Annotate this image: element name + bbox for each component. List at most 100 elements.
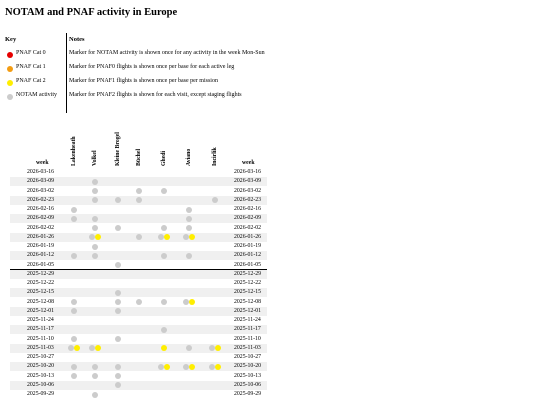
week-header-right: week <box>242 160 255 166</box>
pnaf2-dot <box>161 345 167 352</box>
week-label-right: 2025-12-01 <box>234 307 262 314</box>
notam-dot <box>71 206 77 213</box>
week-label-left: 2025-12-15 <box>27 289 55 296</box>
orange-dot-icon <box>7 66 13 72</box>
week-label-left: 2025-11-10 <box>27 335 54 342</box>
legend-label: PNAF Cat 1 <box>16 64 46 70</box>
week-header-left: week <box>36 160 49 166</box>
notam-dot <box>208 363 215 370</box>
week-label-left: 2025-11-17 <box>27 326 54 333</box>
pnaf2-dot <box>215 363 222 370</box>
notam-dot <box>161 188 167 194</box>
notam-dot <box>161 225 167 231</box>
week-label-right: 2026-01-26 <box>234 233 262 240</box>
notam-dot <box>92 215 98 222</box>
week-label-right: 2025-12-22 <box>234 280 262 286</box>
notam-dot <box>115 336 121 342</box>
year-separator <box>10 269 267 271</box>
notam-dot <box>182 234 189 241</box>
week-label-left: 2026-03-02 <box>27 187 55 194</box>
week-label-left: 2025-11-03 <box>27 344 54 351</box>
notam-dot <box>136 197 142 204</box>
week-label-left: 2025-10-13 <box>27 372 55 379</box>
notam-dot <box>71 299 77 305</box>
pnaf2-dot <box>74 345 81 352</box>
notam-dot <box>115 299 121 305</box>
notam-dot <box>115 262 121 268</box>
pnaf2-dot <box>95 234 102 241</box>
week-label-left: 2025-12-08 <box>27 298 55 305</box>
notam-dot <box>157 234 164 241</box>
notam-dot <box>71 252 77 259</box>
notam-dot <box>115 289 121 296</box>
week-label-right: 2025-10-13 <box>234 372 262 379</box>
legend-notes-header: Notes <box>69 36 85 43</box>
notam-dot <box>161 252 167 259</box>
week-label-left: 2026-01-05 <box>27 261 55 268</box>
notam-dot <box>92 178 98 185</box>
legend-row: PNAF Cat 2 Marker for PNAF1 flights is s… <box>5 76 525 90</box>
notam-dot <box>186 252 192 259</box>
notam-dot <box>161 326 167 333</box>
legend-row: NOTAM activity Marker for PNAF2 flights … <box>5 90 525 104</box>
week-label-left: 2025-12-22 <box>27 280 55 286</box>
week-label-right: 2026-02-16 <box>234 206 262 212</box>
table-row-stripe <box>10 177 267 187</box>
pnaf2-dot <box>189 299 196 305</box>
notam-dot <box>88 345 95 352</box>
notam-dot <box>71 308 77 315</box>
column-header-ghedi: Ghedi <box>161 150 167 166</box>
legend-note: Marker for PNAF0 flights is shown once p… <box>69 64 235 70</box>
notam-dot <box>115 363 121 370</box>
week-label-right: 2025-12-29 <box>234 270 262 277</box>
week-label-right: 2025-11-17 <box>234 326 261 333</box>
week-label-left: 2025-12-01 <box>27 307 55 314</box>
legend-label: NOTAM activity <box>16 92 58 98</box>
week-label-right: 2025-11-24 <box>234 317 261 323</box>
notam-dot <box>115 373 121 379</box>
week-label-right: 2026-03-09 <box>234 178 262 185</box>
week-label-left: 2025-10-06 <box>27 381 55 388</box>
week-label-left: 2025-11-24 <box>27 317 54 323</box>
week-label-left: 2025-10-27 <box>27 354 55 360</box>
pnaf2-dot <box>164 363 171 370</box>
notam-dot <box>92 197 98 204</box>
week-label-right: 2026-02-23 <box>234 196 262 203</box>
table-row-stripe <box>10 380 267 390</box>
table-row-stripe <box>10 214 267 224</box>
legend-key-header: Key <box>5 36 17 43</box>
notam-dot <box>71 336 77 342</box>
notam-dot <box>182 299 189 305</box>
column-header-aviano: Aviano <box>186 148 192 166</box>
week-label-right: 2025-10-20 <box>234 363 262 370</box>
legend-note: Marker for NOTAM activity is shown once … <box>69 50 265 56</box>
pnaf2-dot <box>189 234 196 241</box>
notam-dot <box>115 308 121 315</box>
notam-dot <box>92 188 98 194</box>
notam-dot <box>71 363 77 370</box>
column-header-kleine-brogel: Kleine Brogel <box>115 132 121 166</box>
notam-dot <box>161 299 167 305</box>
column-header-incirlik: Incirlik <box>212 147 218 166</box>
table-row-stripe <box>10 269 267 279</box>
pnaf2-dot <box>164 234 171 241</box>
legend-note: Marker for PNAF1 flights is shown once p… <box>69 78 218 84</box>
week-label-right: 2026-03-16 <box>234 169 262 175</box>
column-header-lakenheath: Lakenheath <box>71 136 77 166</box>
table-row-stripe <box>10 251 267 261</box>
week-label-right: 2025-12-15 <box>234 289 262 296</box>
notam-dot <box>186 225 192 231</box>
notam-dot <box>92 363 98 370</box>
notam-dot <box>67 345 74 352</box>
week-label-left: 2026-01-26 <box>27 233 55 240</box>
week-label-right: 2026-03-02 <box>234 187 262 194</box>
notam-dot <box>88 234 95 241</box>
legend-row: PNAF Cat 1 Marker for PNAF0 flights is s… <box>5 62 525 76</box>
table-row-stripe <box>10 362 267 372</box>
week-label-right: 2026-01-12 <box>234 252 262 259</box>
week-label-left: 2025-12-29 <box>27 270 55 277</box>
week-label-left: 2026-03-09 <box>27 178 55 185</box>
column-header-volkel: Volkel <box>92 150 98 166</box>
pnaf2-dot <box>95 345 102 352</box>
week-label-left: 2026-03-16 <box>27 169 55 175</box>
